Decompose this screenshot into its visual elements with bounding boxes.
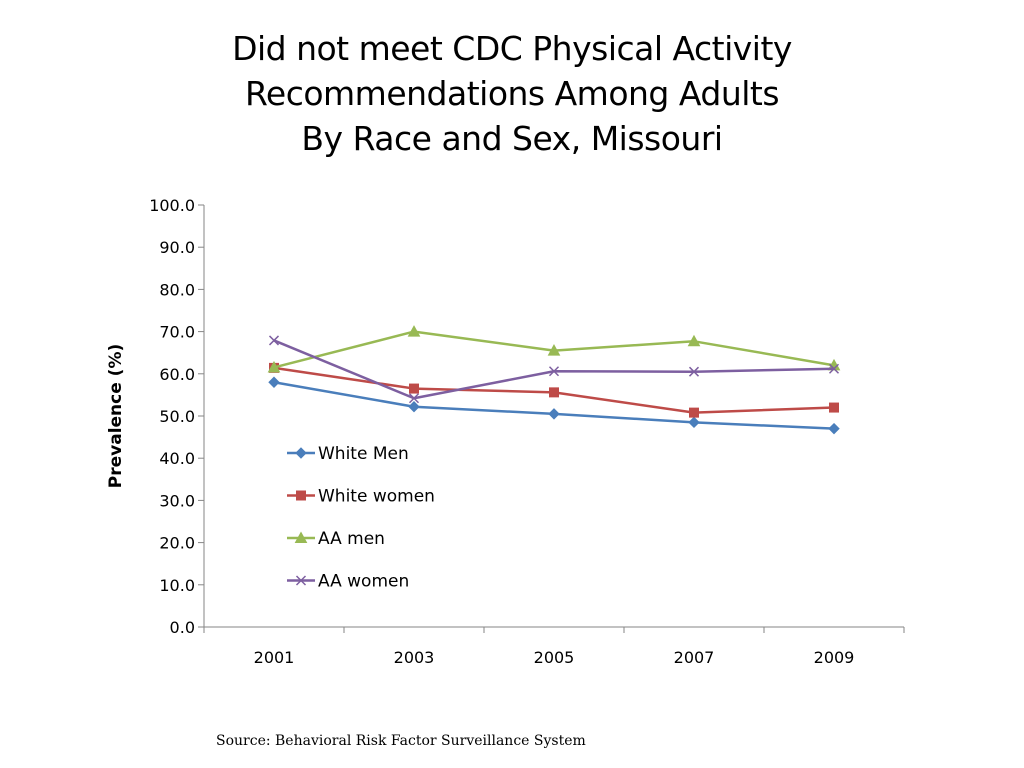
legend-marker [295,575,307,586]
x-tick-label: 2003 [394,648,435,667]
legend-label: AA men [318,529,385,549]
data-point-white-women [549,387,559,398]
chart-title-line-3: By Race and Sex, Missouri [301,119,723,158]
y-tick-label: 40.0 [159,449,195,468]
series-white-men [268,376,840,435]
data-point-white-men [688,416,700,429]
y-tick-label: 20.0 [159,534,195,553]
legend-label: White women [318,487,435,507]
y-axis-label: Prevalence (%) [106,344,126,488]
x-tick-label: 2009 [814,648,855,667]
data-point-aa-men [687,334,701,347]
data-point-aa-men [547,344,561,356]
y-tick-label: 70.0 [159,323,195,342]
chart-title: Did not meet CDC Physical Activity Recom… [0,26,1024,161]
x-tick-label: 2007 [674,648,715,667]
legend-marker [295,447,307,459]
y-tick-label: 80.0 [159,280,195,299]
data-point-white-women [829,402,839,413]
series-aa-women [268,335,840,404]
y-tick-label: 0.0 [170,618,195,637]
legend-item-aa-men: AA men [287,529,385,549]
chart-series [267,325,841,435]
data-point-aa-men [267,360,281,373]
x-tick-label: 2005 [534,648,575,667]
y-tick-label: 50.0 [159,407,195,426]
y-tick-label: 90.0 [159,238,195,257]
chart-title-line-2: Recommendations Among Adults [244,74,780,113]
y-tick-label: 100.0 [149,196,195,215]
legend-label: AA women [318,572,409,592]
data-point-aa-women [268,335,280,346]
data-point-aa-men [407,325,421,337]
y-tick-label: 10.0 [159,576,195,595]
chart-title-line-1: Did not meet CDC Physical Activity [232,29,792,68]
data-point-aa-women [548,366,560,377]
legend-item-white-men: White Men [287,444,409,464]
chart-axes: 0.0 10.0 20.0 30.0 40.0 50.0 60.0 70.0 80.0 90.0 1… [149,196,905,667]
data-point-white-women [689,407,699,418]
data-point-aa-women [828,363,840,374]
legend-item-aa-women: AA women [287,572,409,592]
legend-marker [296,490,306,501]
legend-marker [294,531,308,543]
data-point-white-women [409,383,419,394]
series-aa-men [267,325,841,373]
data-point-aa-women [408,393,420,404]
data-point-white-men [828,422,840,435]
legend-label: White Men [318,444,409,464]
y-tick-label: 60.0 [159,365,195,384]
data-point-white-men [548,408,560,420]
y-tick-label: 30.0 [159,491,195,510]
legend-item-white-women: White women [287,487,435,507]
x-tick-label: 2001 [254,648,295,667]
chart-legend: White Men White women AA men AA women [287,444,435,592]
source-note: Source: Behavioral Risk Factor Surveilla… [216,733,586,749]
data-point-white-men [408,401,420,413]
data-point-aa-women [688,366,700,377]
data-point-white-men [268,376,280,388]
